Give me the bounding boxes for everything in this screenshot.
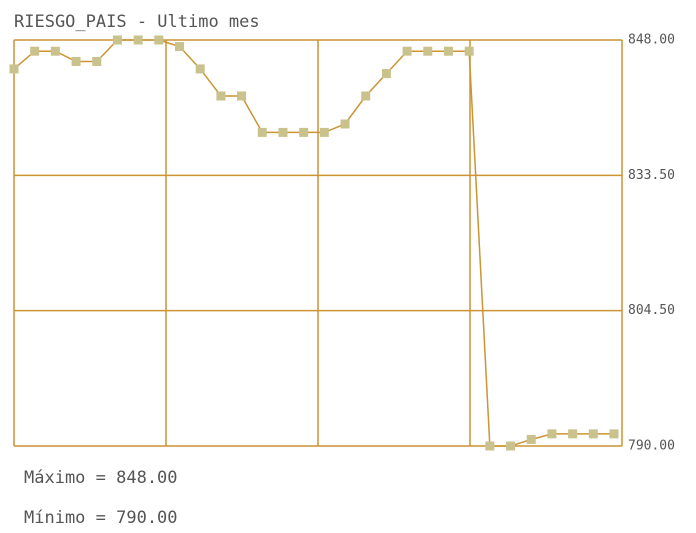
marker: [50, 46, 60, 56]
y-tick-label: 790.00: [628, 439, 675, 454]
marker: [402, 46, 412, 56]
y-tick-label: 833.50: [628, 168, 675, 183]
y-tick-label: 804.50: [628, 303, 675, 318]
min-note: Mínimo = 790.00: [24, 508, 178, 528]
marker: [609, 429, 619, 439]
max-note: Máximo = 848.00: [24, 468, 178, 488]
marker: [133, 35, 143, 45]
marker: [319, 127, 329, 137]
marker: [257, 127, 267, 137]
marker: [9, 64, 19, 74]
marker: [423, 46, 433, 56]
marker: [112, 35, 122, 45]
marker: [237, 91, 247, 101]
marker: [568, 429, 578, 439]
marker: [464, 46, 474, 56]
marker: [299, 127, 309, 137]
marker: [361, 91, 371, 101]
marker: [216, 91, 226, 101]
marker: [92, 56, 102, 66]
marker: [547, 429, 557, 439]
marker: [340, 119, 350, 129]
marker: [443, 46, 453, 56]
marker: [526, 434, 536, 444]
series-line: [13, 39, 614, 447]
marker: [195, 64, 205, 74]
vertical-grid: [13, 40, 623, 446]
marker: [175, 42, 185, 52]
marker: [485, 441, 495, 451]
chart-title: RIESGO_PAIS - Ultimo mes: [14, 12, 260, 32]
marker: [506, 441, 516, 451]
marker: [71, 56, 81, 66]
marker: [30, 46, 40, 56]
marker: [588, 429, 598, 439]
marker: [278, 127, 288, 137]
y-tick-label: 848.00: [628, 33, 675, 48]
marker: [381, 69, 391, 79]
marker: [154, 35, 164, 45]
